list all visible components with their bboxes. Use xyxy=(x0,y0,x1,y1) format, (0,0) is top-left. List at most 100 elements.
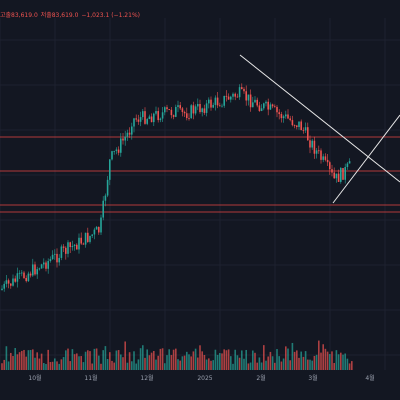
candle-body xyxy=(188,118,190,119)
candle-body xyxy=(76,244,78,250)
volume-bar xyxy=(269,351,272,370)
candle-body xyxy=(170,109,173,116)
volume-bar xyxy=(73,354,76,370)
volume-bar xyxy=(307,359,309,370)
volume-bar xyxy=(258,357,261,370)
candle-body xyxy=(29,273,32,276)
x-axis-label: 2025 xyxy=(197,375,212,382)
volume-bar xyxy=(126,362,129,370)
volume-bar xyxy=(302,356,305,370)
candle-body xyxy=(335,173,338,179)
candle-body xyxy=(227,96,230,100)
volume-bar xyxy=(45,363,47,370)
volume-bar xyxy=(122,357,124,370)
candle-body xyxy=(139,117,142,122)
volume-bar xyxy=(40,353,43,370)
candle-body xyxy=(65,247,67,254)
volume-bar xyxy=(135,363,137,370)
candle-body xyxy=(340,168,342,182)
volume-bar xyxy=(172,349,175,370)
volume-bar xyxy=(238,357,241,370)
volume-bar xyxy=(234,349,236,370)
candle-body xyxy=(271,104,274,107)
candle-body xyxy=(192,105,195,114)
candle-body xyxy=(71,245,74,248)
volume-bar xyxy=(109,352,111,370)
candle-body xyxy=(221,105,223,107)
volume-bar xyxy=(203,354,206,370)
volume-bar xyxy=(47,349,49,370)
candle-body xyxy=(153,113,155,123)
volume-bar xyxy=(205,359,208,370)
candle-body xyxy=(115,149,118,151)
volume-bar xyxy=(166,355,168,370)
candle-body xyxy=(348,161,351,164)
x-axis-label: 12월 xyxy=(140,374,153,382)
candle-body xyxy=(304,127,307,131)
volume-bar xyxy=(155,359,157,370)
candle-body xyxy=(245,91,247,101)
candle-body xyxy=(111,151,113,160)
volume-bar xyxy=(159,348,162,370)
volume-bar xyxy=(210,360,212,370)
volume-bar xyxy=(106,359,109,370)
volume-bar xyxy=(93,348,96,370)
candle-body xyxy=(258,105,261,111)
volume-bar xyxy=(23,349,25,370)
candle-body xyxy=(289,118,291,121)
ohlc-low: 저출83,619.0 xyxy=(40,12,79,19)
candle-body xyxy=(320,150,322,160)
volume-bar xyxy=(29,349,32,370)
volume-bar xyxy=(139,348,142,370)
volume-bar xyxy=(190,356,192,370)
candle-body xyxy=(230,96,232,100)
candle-body xyxy=(49,259,52,262)
volume-bar xyxy=(3,359,5,370)
volume-bar xyxy=(188,354,190,370)
candle-body xyxy=(3,283,5,289)
candle-body xyxy=(197,104,199,107)
volume-bar xyxy=(225,350,228,370)
volume-bar xyxy=(276,349,278,370)
volume-bar xyxy=(221,353,223,370)
candle-body xyxy=(106,179,109,196)
volume-bar xyxy=(32,349,34,370)
volume-bar xyxy=(223,349,225,370)
candle-body xyxy=(12,278,14,286)
volume-bar xyxy=(7,361,10,370)
volume-bar xyxy=(89,351,91,370)
candle-body xyxy=(128,132,131,135)
volume-bar xyxy=(256,362,258,370)
candle-body xyxy=(93,229,96,235)
volume-bar xyxy=(82,362,85,370)
candle-body xyxy=(296,125,298,127)
x-axis-label: 2월 xyxy=(256,374,265,382)
candle-body xyxy=(120,138,122,153)
candle-body xyxy=(287,114,289,119)
volume-bar xyxy=(245,349,247,370)
candle-body xyxy=(302,130,305,131)
candle-body xyxy=(157,111,159,121)
volume-bar xyxy=(34,357,36,370)
volume-bar xyxy=(71,349,74,370)
volume-bar xyxy=(5,346,8,370)
volume-bar xyxy=(21,350,23,370)
volume-bar xyxy=(78,356,80,370)
candle-body xyxy=(278,112,280,115)
volume-bar xyxy=(51,361,54,370)
candle-body xyxy=(135,118,137,120)
volume-bar xyxy=(69,361,71,370)
candle-body xyxy=(199,104,201,113)
volume-bar xyxy=(227,349,230,370)
candle-body xyxy=(208,99,210,104)
candle-body xyxy=(293,125,296,126)
candle-body xyxy=(87,232,89,242)
candle-body xyxy=(186,113,188,119)
candle-body xyxy=(280,114,283,119)
candle-body xyxy=(21,272,23,274)
candle-body xyxy=(124,136,126,141)
volume-bar xyxy=(289,360,291,370)
volume-bar xyxy=(146,349,148,370)
candle-body xyxy=(131,126,133,135)
